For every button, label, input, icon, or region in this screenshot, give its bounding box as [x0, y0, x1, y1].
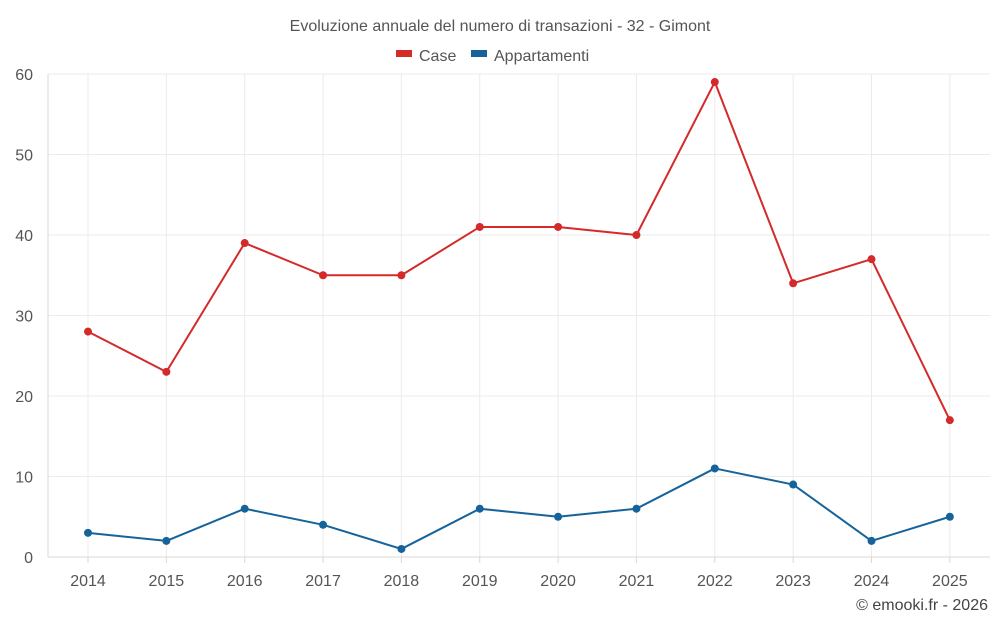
- data-point-case-2025[interactable]: [945, 416, 954, 425]
- legend-label-case: Case: [419, 48, 456, 65]
- data-point-appartamenti-2015[interactable]: [162, 536, 171, 545]
- data-point-case-2014[interactable]: [84, 327, 92, 336]
- data-point-appartamenti-2022[interactable]: [710, 464, 719, 473]
- data-point-case-2015[interactable]: [162, 367, 171, 376]
- series: [84, 78, 954, 553]
- data-point-appartamenti-2020[interactable]: [554, 512, 563, 521]
- series-line-appartamenti: [87, 467, 951, 550]
- axes: 0 10 20 30 40 50 60 2014 2015 2016 2017 2018 2019 202…: [15, 67, 990, 590]
- data-point-case-2024[interactable]: [867, 255, 876, 264]
- y-tick-label: 60: [15, 67, 33, 84]
- data-point-appartamenti-2021[interactable]: [632, 504, 641, 513]
- grid: [48, 73, 990, 557]
- y-tick-label: 50: [15, 148, 33, 165]
- legend-swatch-appartamenti: [471, 50, 487, 57]
- data-point-appartamenti-2018[interactable]: [397, 544, 406, 553]
- series-case: [84, 78, 954, 425]
- x-tick-label: 2023: [775, 573, 811, 590]
- y-tick-label: 30: [15, 309, 33, 326]
- data-point-appartamenti-2017[interactable]: [319, 520, 328, 529]
- legend-label-appartamenti: Appartamenti: [494, 48, 589, 65]
- data-point-appartamenti-2014[interactable]: [84, 528, 92, 537]
- y-tick-label: 40: [15, 228, 33, 245]
- data-point-appartamenti-2019[interactable]: [475, 504, 484, 513]
- data-point-case-2021[interactable]: [632, 231, 641, 239]
- legend-item-appartamenti[interactable]: Appartamenti: [471, 48, 589, 65]
- x-tick-label: 2018: [384, 573, 420, 590]
- data-point-case-2018[interactable]: [397, 271, 406, 280]
- chart-title: Evoluzione annuale del numero di transaz…: [290, 18, 711, 35]
- credit-text: © emooki.fr - 2026: [856, 597, 988, 614]
- data-point-appartamenti-2024[interactable]: [867, 536, 876, 545]
- legend-item-case[interactable]: Case: [396, 48, 456, 65]
- data-point-appartamenti-2016[interactable]: [240, 504, 249, 513]
- data-point-appartamenti-2025[interactable]: [945, 512, 954, 521]
- data-point-appartamenti-2023[interactable]: [789, 480, 798, 489]
- x-tick-label: 2024: [854, 573, 890, 590]
- y-tick-label: 10: [15, 470, 33, 487]
- data-point-case-2019[interactable]: [475, 222, 484, 231]
- series-line-case: [87, 81, 951, 421]
- x-tick-label: 2016: [227, 573, 263, 590]
- x-tick-label: 2025: [932, 573, 968, 590]
- x-tick-label: 2015: [149, 573, 185, 590]
- x-tick-label: 2019: [462, 573, 498, 590]
- data-point-case-2023[interactable]: [789, 279, 798, 288]
- data-point-case-2020[interactable]: [554, 222, 563, 231]
- x-tick-label: 2014: [70, 573, 106, 590]
- legend-swatch-case: [396, 50, 412, 57]
- data-point-case-2017[interactable]: [319, 271, 328, 280]
- x-tick-label: 2020: [540, 573, 576, 590]
- legend: Case Appartamenti: [396, 48, 589, 65]
- x-tick-label: 2021: [619, 573, 655, 590]
- data-point-case-2022[interactable]: [710, 78, 719, 87]
- series-appartamenti: [84, 464, 954, 553]
- y-tick-label: 0: [24, 550, 33, 567]
- x-tick-label: 2017: [305, 573, 341, 590]
- data-point-case-2016[interactable]: [240, 239, 249, 248]
- x-tick-label: 2022: [697, 573, 733, 590]
- y-tick-label: 20: [15, 389, 33, 406]
